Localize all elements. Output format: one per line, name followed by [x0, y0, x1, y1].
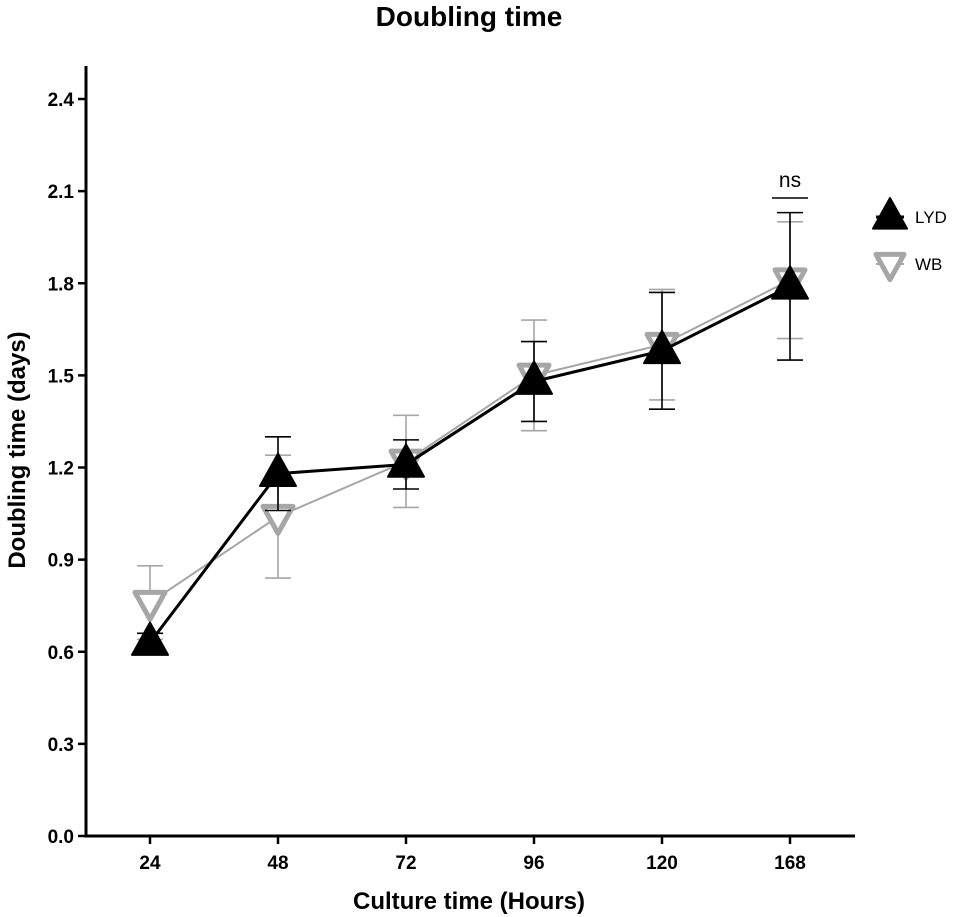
legend-label: LYD	[915, 208, 947, 227]
chart-title: Doubling time	[376, 1, 563, 32]
legend-item-wb: WB	[873, 251, 942, 283]
series-layer	[131, 211, 809, 656]
y-tick-label: 0.0	[48, 827, 74, 848]
x-axis-label: Culture time (Hours)	[353, 888, 585, 915]
data-point	[131, 621, 169, 656]
y-tick-label: 0.6	[48, 643, 74, 664]
y-tick-label: 0.9	[48, 551, 74, 572]
y-axis-label: Doubling time (days)	[4, 331, 31, 568]
data-point	[132, 589, 168, 622]
x-tick-label: 48	[267, 853, 288, 874]
legend-label: WB	[915, 255, 942, 274]
x-tick-label: 24	[139, 853, 161, 874]
x-tick-label: 72	[395, 853, 416, 874]
ticks: 0.0 0.3 0.6 0.9 1.2 1.5 1.8 2.1 2.4 24 48 72 96 120 16…	[48, 90, 806, 874]
series-wb	[132, 221, 808, 641]
series-line	[148, 284, 791, 644]
series-line	[149, 279, 791, 604]
y-tick-label: 1.5	[48, 366, 75, 387]
x-tick-label: 120	[646, 853, 678, 874]
x-tick-label: 168	[774, 853, 806, 874]
data-point	[259, 452, 297, 487]
y-tick-label: 0.3	[48, 735, 74, 756]
significance-label: ns	[779, 169, 801, 192]
x-tick-label: 96	[523, 853, 544, 874]
legend-item-lyd: LYD	[872, 197, 947, 230]
annotation-layer: ns	[772, 169, 808, 199]
data-point	[515, 360, 553, 395]
data-point	[643, 329, 681, 365]
y-tick-label: 2.1	[48, 182, 75, 203]
legend-marker	[873, 251, 907, 283]
axes	[84, 66, 855, 838]
y-tick-label: 1.2	[48, 459, 74, 480]
legend: LYD WB	[872, 197, 947, 283]
series-lyd	[131, 211, 809, 656]
y-tick-label: 1.8	[48, 274, 74, 295]
data-point	[387, 443, 425, 478]
legend-marker	[872, 197, 908, 230]
data-point	[771, 265, 809, 300]
y-tick-label: 2.4	[48, 90, 75, 111]
